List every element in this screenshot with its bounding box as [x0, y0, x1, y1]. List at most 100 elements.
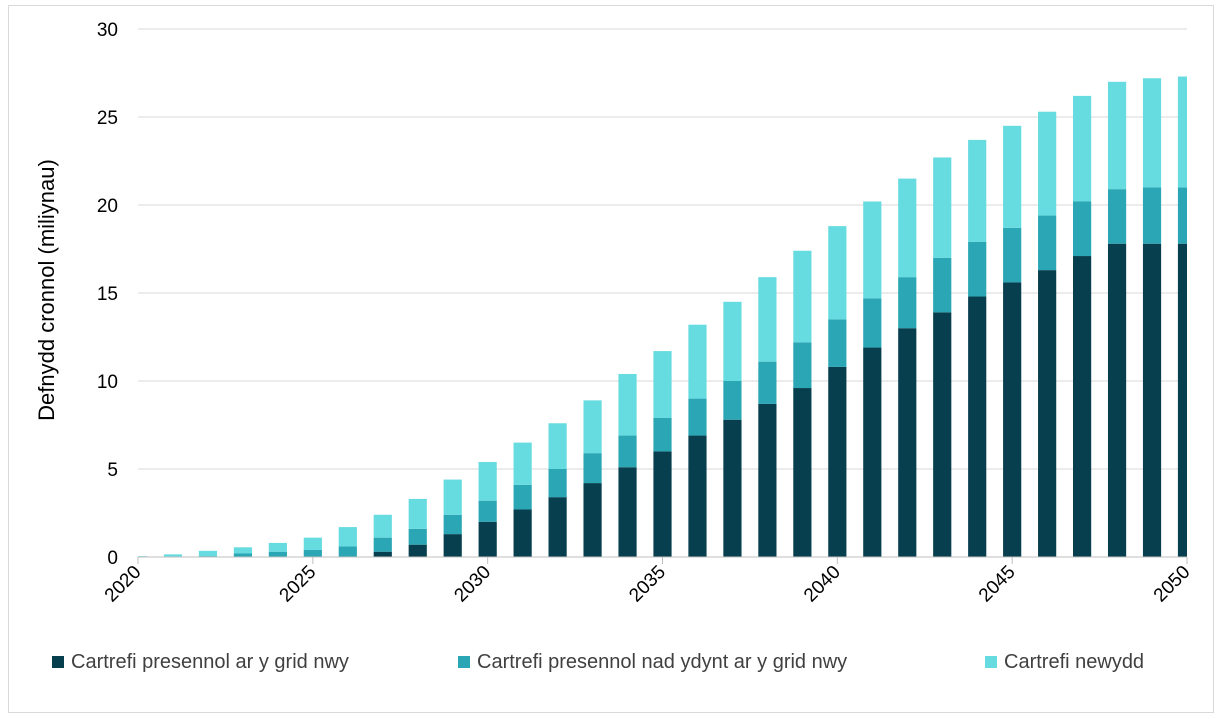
- y-tick-label-20: 20: [97, 196, 118, 217]
- bar-2042-series-2: [898, 277, 917, 329]
- bar-2027-series-3: [373, 514, 392, 538]
- bar-2047-series-3: [1073, 95, 1092, 202]
- bar-2046-series-3: [1038, 111, 1057, 216]
- bar-2035-series-1: [653, 451, 672, 557]
- bar-2047-series-2: [1073, 201, 1092, 257]
- bar-2032-series-2: [548, 469, 567, 498]
- bar-2044-series-1: [968, 296, 987, 557]
- bar-2042-series-1: [898, 328, 917, 557]
- bar-2039-series-3: [793, 250, 812, 343]
- bar-2022-series-3: [198, 550, 218, 557]
- legend-swatch-1: [52, 656, 64, 668]
- bar-2048-series-2: [1107, 189, 1127, 244]
- bar-2050-series-1: [1177, 243, 1187, 557]
- bar-2045-series-2: [1003, 227, 1022, 283]
- bar-2037-series-1: [723, 419, 742, 557]
- bar-2029-series-1: [443, 534, 462, 557]
- bar-2029-series-3: [443, 479, 462, 515]
- bar-2043-series-1: [933, 312, 952, 557]
- bar-2040-series-2: [828, 319, 847, 367]
- bar-2045-series-1: [1003, 282, 1022, 557]
- bar-2032-series-1: [548, 497, 567, 557]
- bar-2048-series-3: [1107, 81, 1127, 190]
- legend-label-2: Cartrefi presennol nad ydynt ar y grid n…: [477, 651, 847, 673]
- bar-2049-series-1: [1142, 243, 1162, 557]
- bar-2025-series-3: [303, 537, 322, 550]
- bar-2027-series-1: [373, 551, 392, 557]
- y-tick-label-30: 30: [97, 20, 118, 41]
- bar-2028-series-2: [408, 528, 427, 545]
- bar-2034-series-1: [618, 467, 637, 557]
- bar-2032-series-3: [548, 423, 567, 469]
- bar-2033-series-2: [583, 453, 602, 484]
- bar-2043-series-2: [933, 257, 952, 313]
- x-tick-label-2035: 2035: [625, 562, 670, 607]
- bar-2033-series-3: [583, 400, 602, 454]
- bar-2040-series-1: [828, 366, 847, 557]
- bar-2030-series-3: [478, 461, 497, 501]
- bar-2026-series-2: [338, 546, 357, 557]
- bar-2037-series-2: [723, 381, 742, 420]
- bar-2044-series-3: [968, 139, 987, 242]
- y-tick-label-25: 25: [97, 108, 118, 129]
- y-tick-label-5: 5: [107, 460, 118, 481]
- legend-swatch-3: [985, 656, 997, 668]
- x-tick-label-2040: 2040: [800, 562, 845, 607]
- bar-2046-series-2: [1038, 215, 1057, 271]
- bar-2021-series-3: [163, 554, 183, 557]
- bar-2041-series-1: [863, 347, 882, 557]
- bar-2034-series-2: [618, 435, 637, 468]
- bar-2038-series-1: [758, 403, 777, 557]
- bar-2049-series-3: [1142, 78, 1162, 188]
- bar-2042-series-3: [898, 178, 917, 278]
- bar-2027-series-2: [373, 537, 392, 552]
- bar-2036-series-2: [688, 398, 707, 436]
- bar-2024-series-2: [268, 551, 287, 557]
- y-tick-label-0: 0: [107, 548, 118, 569]
- bar-2050-series-2: [1177, 187, 1187, 244]
- bar-2050-series-3: [1177, 76, 1187, 188]
- bar-2024-series-3: [268, 542, 287, 552]
- bar-2043-series-3: [933, 157, 952, 258]
- bar-2030-series-1: [478, 521, 497, 557]
- bar-2023-series-2: [233, 553, 252, 557]
- bar-2044-series-2: [968, 241, 987, 297]
- x-tick-label-2045: 2045: [975, 562, 1020, 607]
- bar-2036-series-1: [688, 435, 707, 557]
- bar-2040-series-3: [828, 226, 847, 320]
- bar-2035-series-3: [653, 351, 672, 418]
- bar-2035-series-2: [653, 417, 672, 452]
- bar-2047-series-1: [1073, 256, 1092, 557]
- legend: Cartrefi presennol ar y grid nwy Cartrefi…: [52, 651, 1144, 673]
- bar-2039-series-1: [793, 388, 812, 557]
- bar-2025-series-2: [303, 549, 322, 557]
- bar-2034-series-3: [618, 373, 637, 436]
- bar-2036-series-3: [688, 324, 707, 399]
- bar-2031-series-3: [513, 442, 532, 485]
- bar-2048-series-1: [1107, 243, 1127, 557]
- x-tick-label-2050: 2050: [1150, 562, 1195, 607]
- bar-2028-series-3: [408, 498, 427, 529]
- bar-2031-series-1: [513, 509, 532, 557]
- bar-2045-series-3: [1003, 125, 1022, 228]
- bars: [138, 76, 1187, 557]
- x-tick-label-2025: 2025: [276, 562, 321, 607]
- bar-2038-series-2: [758, 361, 777, 404]
- bar-2033-series-1: [583, 483, 602, 557]
- bar-2029-series-2: [443, 514, 462, 535]
- legend-swatch-2: [458, 656, 470, 668]
- bar-2031-series-2: [513, 484, 532, 510]
- bar-2049-series-2: [1142, 187, 1162, 244]
- bar-2041-series-2: [863, 298, 882, 348]
- bar-2038-series-3: [758, 277, 777, 362]
- y-tick-label-10: 10: [97, 372, 118, 393]
- bar-2030-series-2: [478, 500, 497, 522]
- legend-label-3: Cartrefi newydd: [1004, 651, 1144, 673]
- bar-2037-series-3: [723, 301, 742, 381]
- bar-2041-series-3: [863, 201, 882, 299]
- bar-2046-series-1: [1038, 270, 1057, 557]
- bar-2039-series-2: [793, 342, 812, 389]
- bar-2028-series-1: [408, 544, 427, 557]
